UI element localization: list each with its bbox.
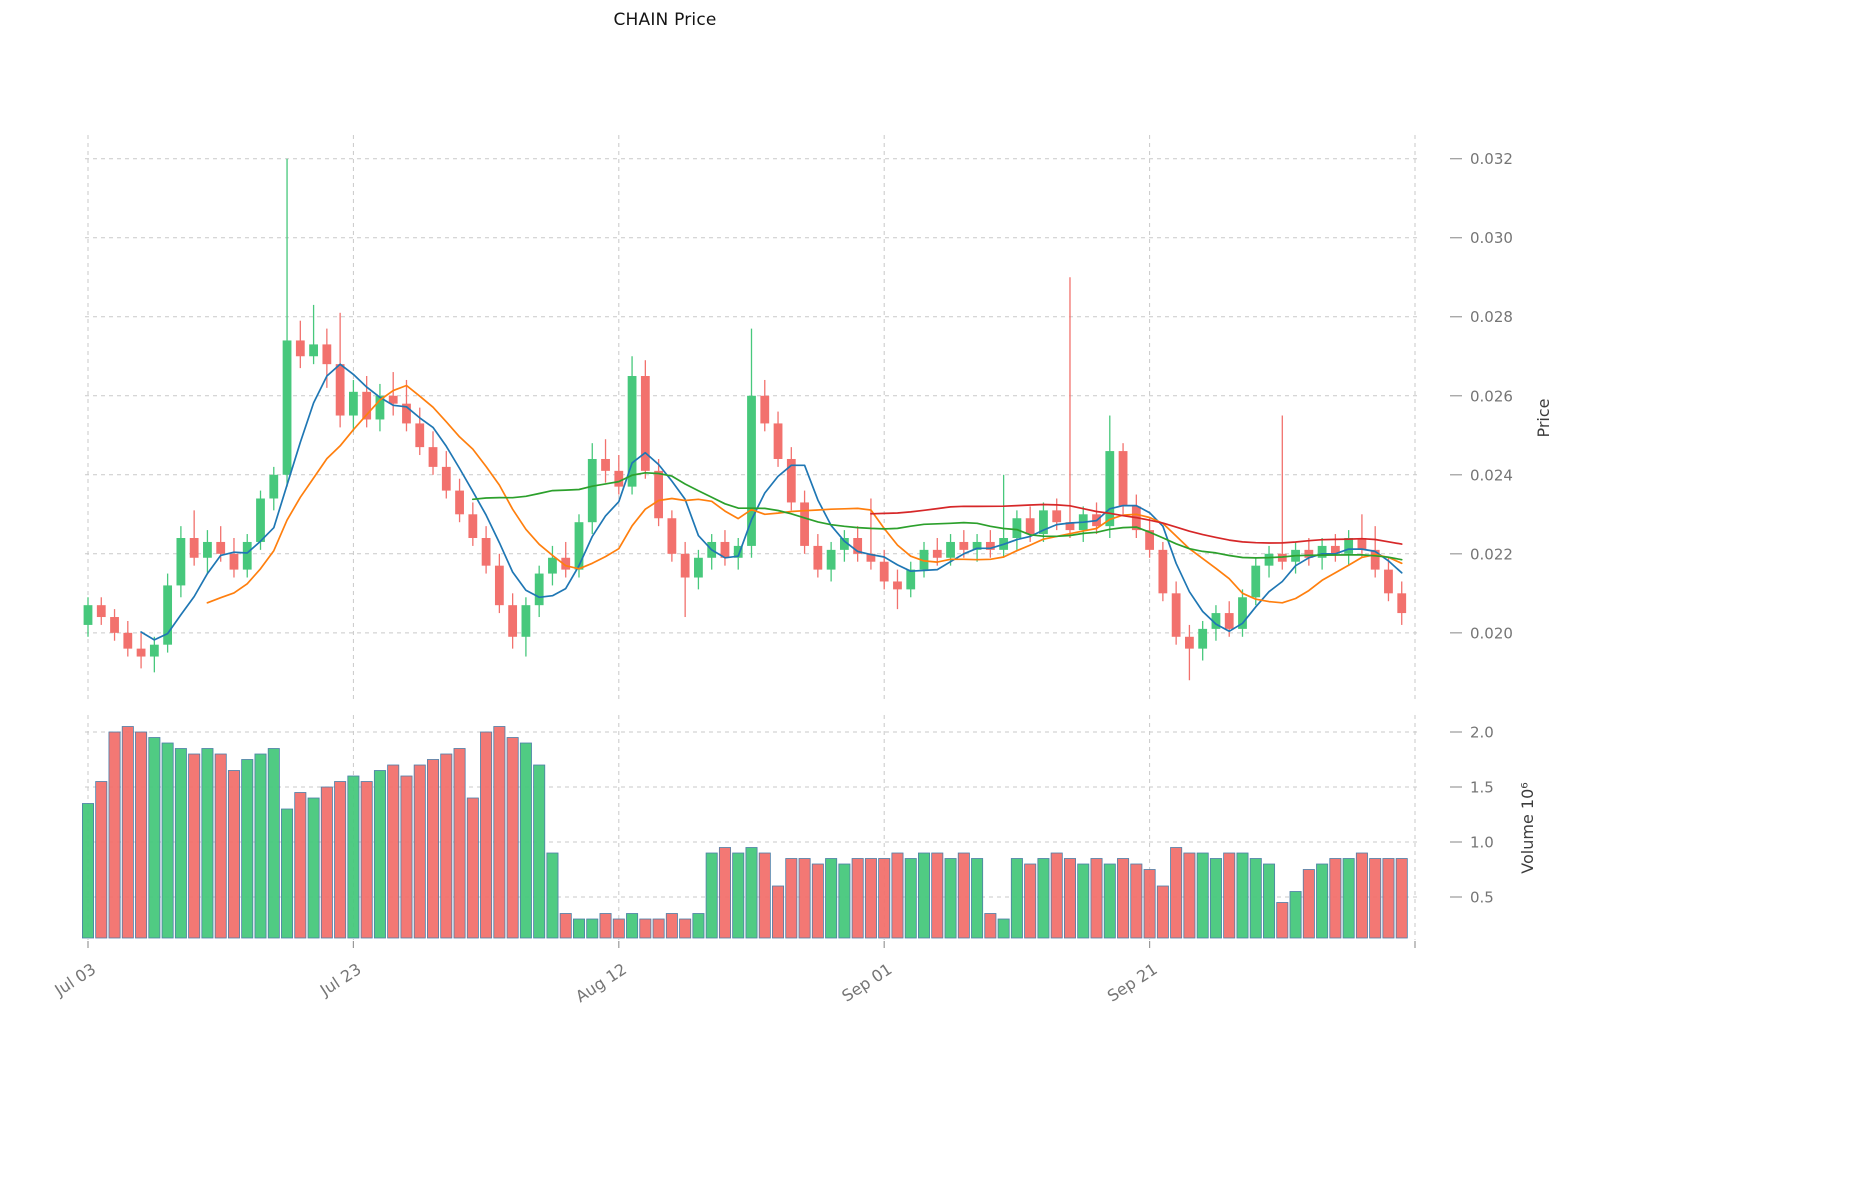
- svg-text:0.024: 0.024: [1470, 466, 1513, 484]
- svg-text:0.026: 0.026: [1470, 387, 1513, 405]
- svg-text:Sep 21: Sep 21: [1104, 959, 1161, 1005]
- svg-text:Sep 01: Sep 01: [838, 959, 895, 1005]
- svg-text:0.5: 0.5: [1470, 889, 1494, 907]
- svg-text:1.5: 1.5: [1470, 779, 1494, 797]
- svg-text:2.0: 2.0: [1470, 724, 1494, 742]
- svg-text:Price: Price: [1534, 398, 1553, 437]
- svg-text:0.030: 0.030: [1470, 229, 1513, 247]
- svg-text:Jul 03: Jul 03: [50, 959, 99, 1000]
- svg-text:0.032: 0.032: [1470, 150, 1513, 168]
- svg-text:Aug 12: Aug 12: [572, 959, 630, 1006]
- svg-text:0.020: 0.020: [1470, 624, 1513, 642]
- svg-text:0.028: 0.028: [1470, 308, 1513, 326]
- svg-text:1.0: 1.0: [1470, 834, 1494, 852]
- svg-text:Jul 23: Jul 23: [316, 959, 365, 1000]
- chart-title: CHAIN Price: [613, 10, 717, 30]
- svg-text:Volume 10⁶: Volume 10⁶: [1518, 782, 1537, 873]
- svg-text:0.022: 0.022: [1470, 545, 1513, 563]
